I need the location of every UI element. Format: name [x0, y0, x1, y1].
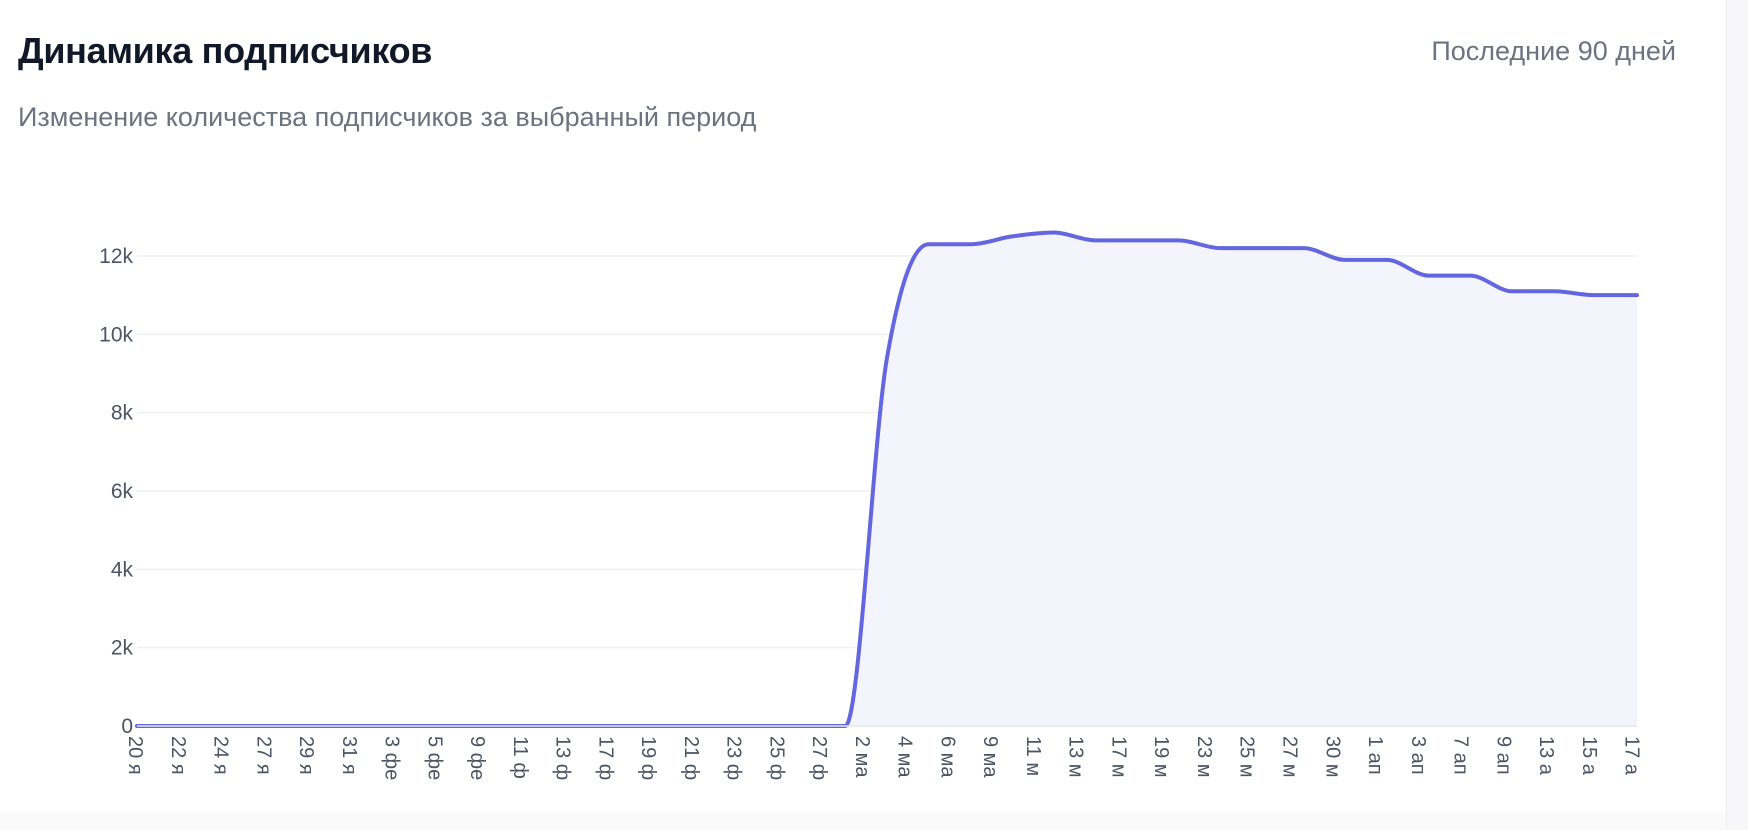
x-tick-label: 19 ф — [637, 736, 659, 780]
x-tick-label: 13 ф — [552, 736, 574, 780]
x-tick-label: 19 м — [1150, 736, 1172, 778]
x-tick-label: 23 м — [1193, 736, 1215, 778]
x-tick-label: 2 ма — [851, 736, 873, 778]
x-axis: 20 я 22 я 24 я 27 я 29 я 31 я 3 фе 5 фе 9 фе 11 ф… — [124, 736, 1643, 780]
x-tick-label: 29 я — [295, 736, 317, 775]
x-tick-label: 17 а — [1621, 736, 1643, 776]
y-tick-label: 6k — [111, 480, 134, 503]
data-point — [677, 724, 681, 728]
data-point — [1593, 293, 1597, 297]
y-tick-label: 12k — [99, 245, 133, 268]
data-point — [260, 724, 264, 728]
subscribers-chart: 0 2k 4k 6k 8k 10k 12k 20 я 22 я 24 я 27 я 29 я 31 я… — [99, 230, 1643, 780]
x-tick-label: 17 ф — [594, 736, 616, 780]
data-point — [552, 724, 556, 728]
x-tick-label: 27 ф — [808, 736, 830, 780]
x-tick-label: 1 ап — [1364, 736, 1386, 775]
x-tick-label: 22 я — [167, 736, 189, 775]
data-point — [302, 724, 306, 728]
data-point — [427, 724, 431, 728]
x-tick-label: 27 я — [252, 736, 274, 775]
x-tick-label: 17 м — [1107, 736, 1129, 778]
data-point — [927, 242, 931, 246]
x-tick-label: 13 а — [1535, 736, 1557, 776]
data-point — [718, 724, 722, 728]
data-point — [1218, 246, 1222, 250]
data-point — [802, 724, 806, 728]
data-point — [1510, 289, 1514, 293]
data-point — [1385, 258, 1389, 262]
data-point — [218, 724, 222, 728]
data-point — [468, 724, 472, 728]
x-tick-label: 6 ма — [936, 736, 958, 778]
data-point — [1468, 274, 1472, 278]
data-point — [343, 724, 347, 728]
period-selector[interactable]: Последние 90 дней — [1431, 36, 1676, 66]
chart-area-fill — [137, 232, 1637, 726]
data-point — [1343, 258, 1347, 262]
card-subtitle: Изменение количества подписчиков за выбр… — [18, 102, 757, 132]
card-title: Динамика подписчиков — [18, 30, 433, 71]
data-point — [593, 724, 597, 728]
x-tick-label: 20 я — [124, 736, 146, 775]
scrollbar-track[interactable] — [1726, 0, 1748, 830]
data-point — [135, 724, 139, 728]
x-tick-label: 4 ма — [894, 736, 916, 778]
y-tick-label: 0 — [121, 715, 133, 738]
data-point — [885, 356, 889, 360]
x-tick-label: 3 ап — [1407, 736, 1429, 775]
data-point — [177, 724, 181, 728]
x-tick-label: 9 ап — [1492, 736, 1514, 775]
data-point — [1260, 246, 1264, 250]
data-point — [1093, 238, 1097, 242]
data-point — [1052, 231, 1056, 235]
data-point — [635, 724, 639, 728]
x-tick-label: 15 а — [1578, 736, 1600, 776]
x-tick-label: 25 м — [1236, 736, 1258, 778]
x-tick-label: 11 м — [1022, 736, 1044, 776]
card-bottom-edge — [0, 812, 1726, 830]
y-tick-label: 10k — [99, 323, 133, 346]
data-point — [1177, 238, 1181, 242]
y-tick-label: 8k — [111, 402, 134, 425]
data-point — [1552, 289, 1556, 293]
x-tick-label: 13 м — [1065, 736, 1087, 778]
x-tick-label: 23 ф — [723, 736, 745, 780]
data-point — [1135, 238, 1139, 242]
y-tick-label: 4k — [111, 558, 134, 581]
y-axis: 0 2k 4k 6k 8k 10k 12k — [99, 245, 133, 738]
x-tick-label: 9 ма — [979, 736, 1001, 778]
data-point — [1302, 246, 1306, 250]
x-tick-label: 24 я — [210, 736, 232, 775]
y-tick-label: 2k — [111, 637, 134, 660]
x-tick-label: 27 м — [1279, 736, 1301, 778]
data-point — [1635, 293, 1639, 297]
data-point — [1010, 234, 1014, 238]
x-tick-label: 7 ап — [1450, 736, 1472, 775]
data-point — [1427, 274, 1431, 278]
data-point — [843, 724, 847, 728]
x-tick-label: 11 ф — [509, 736, 531, 779]
x-tick-label: 31 я — [338, 736, 360, 775]
data-point — [510, 724, 514, 728]
data-point — [385, 724, 389, 728]
x-tick-label: 25 ф — [765, 736, 787, 780]
x-tick-label: 5 фе — [423, 736, 445, 780]
x-tick-label: 3 фе — [381, 736, 403, 780]
data-point — [968, 242, 972, 246]
x-tick-label: 30 м — [1321, 736, 1343, 778]
x-tick-label: 9 фе — [466, 736, 488, 780]
x-tick-label: 21 ф — [680, 736, 702, 780]
data-point — [760, 724, 764, 728]
